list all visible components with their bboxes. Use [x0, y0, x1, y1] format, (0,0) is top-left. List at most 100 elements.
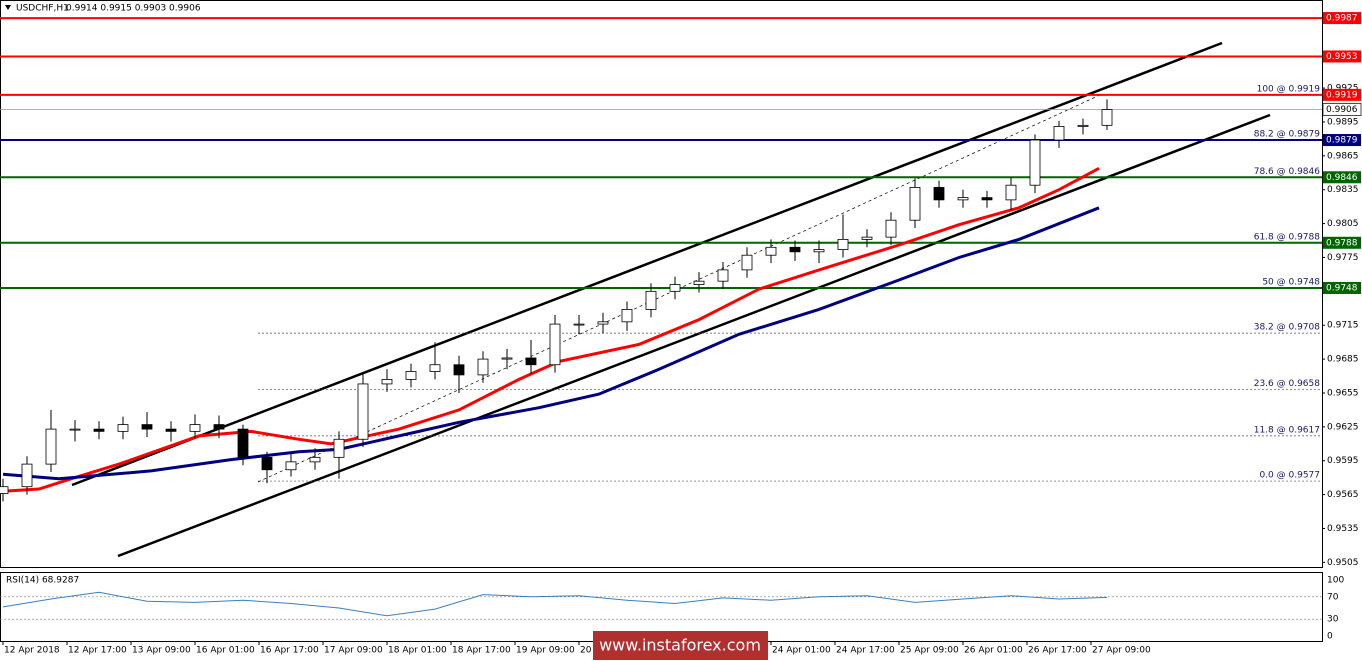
candle-body: [405, 371, 417, 380]
channel-upper: [71, 41, 1223, 487]
candle-body: [453, 364, 465, 376]
x-tick-label: 12 Apr 17:00: [68, 646, 127, 656]
candle-body: [765, 246, 777, 256]
x-tick-label: 12 Apr 2018: [4, 646, 60, 656]
level-box: [1323, 88, 1361, 101]
candle-body: [933, 187, 945, 201]
y-tick-label: 0.9715: [1327, 321, 1359, 331]
y-tick-label: 0.9505: [1327, 558, 1359, 568]
level-label: 0.9953: [1326, 52, 1358, 62]
candle-body: [501, 357, 513, 360]
candle-body: [333, 438, 345, 458]
y-tick-label: 0.9685: [1327, 355, 1359, 365]
candle-body: [693, 280, 705, 285]
x-tick-label: 25 Apr 09:00: [900, 646, 959, 656]
candle-body: [981, 197, 993, 201]
candle-body: [381, 379, 393, 385]
candle-body: [93, 428, 105, 432]
moving-average: [2, 206, 1100, 481]
y-tick-label: 0.9535: [1327, 524, 1359, 534]
level-label: 0.9919: [1326, 90, 1358, 100]
level-box: [1323, 281, 1361, 294]
candle-body: [237, 428, 249, 458]
candle-body: [813, 249, 825, 253]
symbol-arrow: [5, 5, 11, 10]
candle-body: [909, 187, 921, 221]
candle-body: [309, 456, 321, 463]
candle-body: [69, 428, 81, 431]
rsi-tick-label: 30: [1327, 615, 1339, 625]
rsi-tick-label: 70: [1327, 592, 1339, 602]
y-tick-label: 0.9925: [1327, 84, 1359, 94]
candle-body: [549, 323, 561, 366]
candle-body: [669, 284, 681, 292]
candle-body: [645, 290, 657, 310]
price-panel: [0, 0, 1323, 568]
x-tick-label: 17 Apr 09:00: [324, 646, 383, 656]
y-tick-label: 0.9805: [1327, 219, 1359, 229]
current-price-box: [1322, 103, 1362, 116]
candle-body: [117, 424, 129, 432]
candle-body: [837, 238, 849, 250]
level-box: [1323, 12, 1361, 25]
candle-body: [189, 424, 201, 432]
candle-body: [957, 197, 969, 201]
candle-body: [525, 357, 537, 366]
rsi-panel: [0, 572, 1323, 642]
candle-body: [621, 309, 633, 323]
y-tick-label: 0.9565: [1327, 490, 1359, 500]
fib-label: 0.0 @ 0.9577: [1259, 471, 1320, 481]
candle-body: [429, 364, 441, 372]
candle-body: [741, 254, 753, 271]
watermark-box: [593, 631, 768, 660]
fib-label: 38.2 @ 0.9708: [1254, 323, 1321, 333]
rsi-line: [2, 591, 1108, 617]
x-tick-label: 26 Apr 01:00: [964, 646, 1023, 656]
candle-body: [1005, 184, 1017, 201]
x-tick-label: 26 Apr 17:00: [1028, 646, 1087, 656]
level-box: [1323, 236, 1361, 249]
candle-body: [477, 358, 489, 376]
quote: 0.9914 0.9915 0.9903 0.9906: [66, 4, 201, 14]
y-tick-label: 0.9775: [1327, 253, 1359, 263]
candle-body: [597, 321, 609, 325]
x-tick-label: 24 Apr 17:00: [836, 646, 895, 656]
level-label: 0.9846: [1326, 173, 1358, 183]
channel-lower: [117, 113, 1271, 558]
fib-label: 78.6 @ 0.9846: [1254, 167, 1321, 177]
watermark-group: www.instaforex.com: [593, 631, 768, 660]
fib-label: 61.8 @ 0.9788: [1254, 232, 1321, 242]
fib-label: 50 @ 0.9748: [1262, 277, 1320, 287]
x-tick-label: 18 Apr 01:00: [388, 646, 447, 656]
rsi-tick-label: 100: [1327, 576, 1344, 586]
candle-body: [45, 428, 57, 465]
candle-body: [357, 383, 369, 440]
candle-body: [261, 456, 273, 471]
x-tick-label: 24 Apr 01:00: [772, 646, 831, 656]
moving-average: [2, 166, 1100, 493]
candle-body: [285, 461, 297, 471]
fib-label: 88.2 @ 0.9879: [1254, 130, 1321, 140]
level-label: 0.9788: [1326, 238, 1358, 248]
x-tick-label: 27 Apr 09:00: [1092, 646, 1151, 656]
level-label: 0.9987: [1326, 14, 1358, 24]
level-label: 0.9748: [1326, 283, 1358, 293]
level-label: 0.9879: [1326, 136, 1358, 146]
x-tick-label: 13 Apr 09:00: [132, 646, 191, 656]
watermark: www.instaforex.com: [599, 636, 761, 655]
y-tick-label: 0.9865: [1327, 151, 1359, 161]
y-tick-label: 0.9595: [1327, 456, 1359, 466]
fib-label: 23.6 @ 0.9658: [1254, 379, 1321, 389]
candle-body: [573, 323, 585, 326]
level-box: [1323, 50, 1361, 63]
rsi-label: RSI(14) 68.9287: [6, 576, 79, 586]
candle-body: [0, 486, 9, 494]
rsi-tick-label: 0: [1327, 632, 1333, 642]
x-tick-label: 19 Apr 09:00: [516, 646, 575, 656]
y-tick-label: 0.9835: [1327, 185, 1359, 195]
y-tick-label: 0.9625: [1327, 422, 1359, 432]
candle-body: [861, 236, 873, 240]
y-tick-label: 0.9895: [1327, 117, 1359, 127]
